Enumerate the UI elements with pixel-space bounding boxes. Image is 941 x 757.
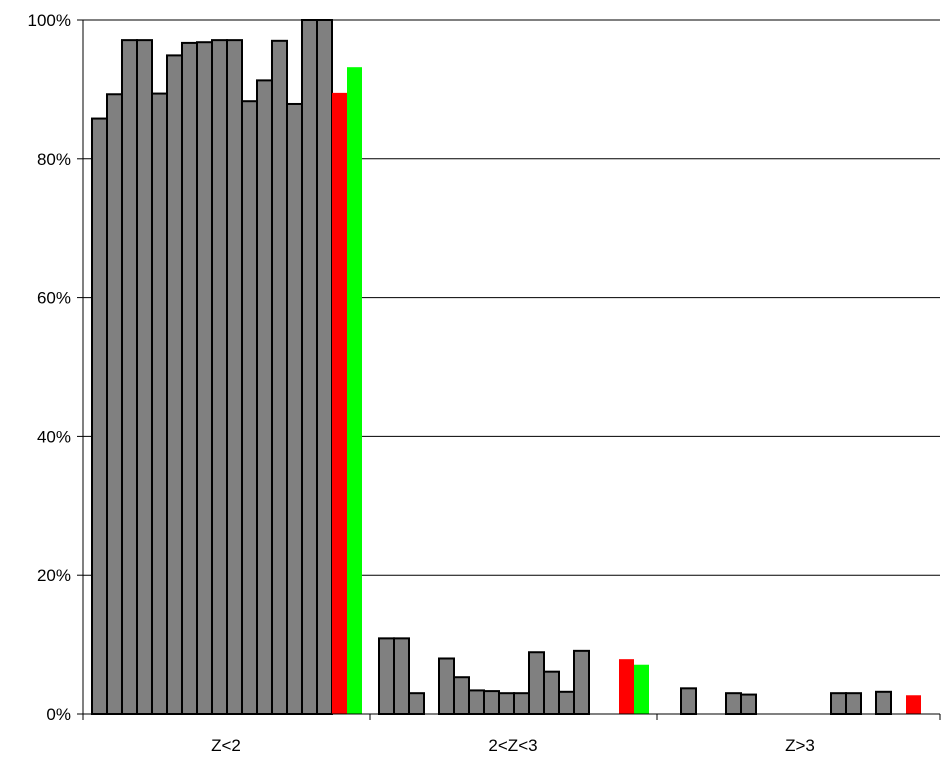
bar-gray [181,41,198,716]
y-tick-label: 20% [37,566,71,585]
bar-gray [830,692,847,715]
bar-gray [301,19,318,715]
bar-gray [725,692,742,715]
bar-gray [106,93,123,716]
bar-gray [438,657,455,715]
bar-gray [241,100,258,715]
bar-gray [498,692,515,715]
category-label: Z<2 [211,736,241,755]
bar-gray [558,690,575,715]
y-tick-label: 80% [37,150,71,169]
y-tick-labels: 0% 20% 40% 60% 80% 100% [28,11,71,724]
category-label: 2<Z<3 [488,736,537,755]
bar-red [332,92,347,715]
y-tick-label: 40% [37,427,71,446]
bar-gray [196,41,213,715]
bar-gray [226,39,243,716]
y-tick-label: 100% [28,11,71,30]
bars [91,19,921,716]
bar-gray [453,676,470,716]
bar-gray [875,690,892,715]
bar-gray [121,39,138,716]
bar-gray [136,39,153,716]
bar-red [619,659,634,714]
bar-gray [286,102,303,715]
bar-gray [166,54,183,716]
axes [77,19,941,720]
bar-red [906,695,921,714]
bar-gray [393,637,410,715]
bar-gray [271,39,288,715]
bar-gray [513,692,530,715]
bar-green [634,664,649,714]
bar-gray [543,670,560,716]
bar-gray [483,690,500,716]
bar-gray [528,651,545,716]
category-label: Z>3 [785,736,815,755]
bar-gray [680,687,697,716]
bar-gray [151,92,168,715]
y-tick-label: 0% [46,705,71,724]
bar-green [347,67,362,714]
bar-gray [378,637,395,715]
bar-gray [740,693,757,715]
bar-gray [256,79,273,716]
bar-gray [845,692,862,715]
category-labels: Z<2 2<Z<3 Z>3 [211,736,815,755]
bar-gray [408,692,425,715]
bar-gray [211,39,228,716]
bar-gray [573,649,590,716]
bar-gray [468,689,485,715]
bar-gray [316,19,333,715]
bar-gray [91,117,108,716]
y-tick-label: 60% [37,289,71,308]
